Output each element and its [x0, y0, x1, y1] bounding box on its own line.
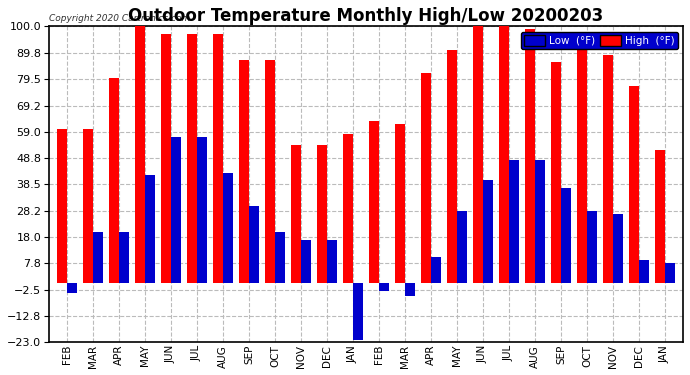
Legend: Low  (°F), High  (°F): Low (°F), High (°F)	[521, 32, 678, 49]
Bar	[197, 137, 207, 283]
Bar	[57, 129, 67, 283]
Bar	[291, 144, 301, 283]
Bar	[223, 173, 233, 283]
Bar	[369, 122, 379, 283]
Bar	[119, 232, 129, 283]
Bar	[265, 60, 275, 283]
Bar	[275, 232, 285, 283]
Bar	[431, 258, 441, 283]
Bar	[109, 78, 119, 283]
Bar	[171, 137, 181, 283]
Bar	[213, 34, 223, 283]
Bar	[655, 150, 665, 283]
Bar	[379, 283, 389, 291]
Bar	[483, 180, 493, 283]
Bar	[665, 262, 675, 283]
Bar	[239, 60, 249, 283]
Bar	[327, 240, 337, 283]
Bar	[587, 211, 597, 283]
Bar	[187, 34, 197, 283]
Bar	[343, 134, 353, 283]
Bar	[629, 86, 639, 283]
Bar	[93, 232, 103, 283]
Bar	[301, 240, 310, 283]
Bar	[67, 283, 77, 293]
Bar	[499, 27, 509, 283]
Bar	[317, 144, 327, 283]
Title: Outdoor Temperature Monthly High/Low 20200203: Outdoor Temperature Monthly High/Low 202…	[128, 7, 604, 25]
Bar	[603, 55, 613, 283]
Bar	[473, 27, 483, 283]
Bar	[535, 160, 545, 283]
Bar	[395, 124, 405, 283]
Bar	[83, 129, 93, 283]
Bar	[145, 176, 155, 283]
Bar	[161, 34, 171, 283]
Bar	[249, 206, 259, 283]
Bar	[457, 211, 467, 283]
Bar	[551, 62, 561, 283]
Bar	[509, 160, 519, 283]
Bar	[405, 283, 415, 296]
Bar	[613, 214, 623, 283]
Bar	[353, 283, 363, 340]
Bar	[639, 260, 649, 283]
Bar	[577, 47, 587, 283]
Text: Copyright 2020 Cartronics.com: Copyright 2020 Cartronics.com	[49, 14, 190, 23]
Bar	[525, 29, 535, 283]
Bar	[447, 50, 457, 283]
Bar	[135, 19, 145, 283]
Bar	[421, 73, 431, 283]
Bar	[561, 188, 571, 283]
